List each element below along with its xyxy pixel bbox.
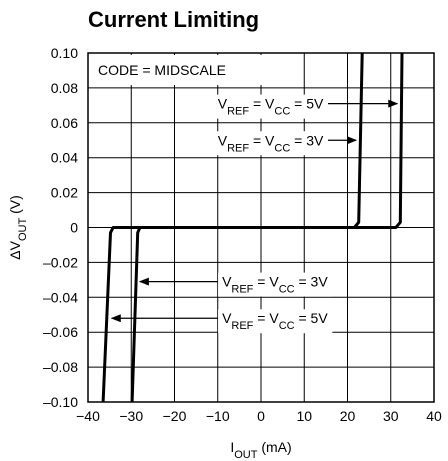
- annotation-part: V: [222, 274, 232, 290]
- y-tick-label: 0.04: [51, 150, 78, 166]
- annotation-background: [218, 272, 333, 297]
- y-tick-label: –0.10: [43, 394, 78, 410]
- y-tick-label: 0: [70, 220, 78, 236]
- chart-title: Current Limiting: [88, 7, 259, 32]
- y-axis-label: ΔVOUT (V): [7, 195, 29, 260]
- x-tick-label: −30: [119, 408, 143, 424]
- y-tick-label: –0.08: [43, 359, 78, 375]
- x-tick-label: 20: [340, 408, 356, 424]
- plot-frame: [87, 52, 435, 403]
- x-tick-label: 30: [383, 408, 399, 424]
- x-axis-label-part: I: [230, 439, 234, 455]
- annotation-part: = 3V: [295, 274, 329, 290]
- annotation-part: = V: [253, 274, 279, 290]
- annotation-background: [213, 94, 329, 119]
- series-line-3v: [130, 52, 364, 403]
- annotation-part: REF: [227, 106, 249, 118]
- annotation-label: VREF = VCC = 3V: [222, 274, 328, 296]
- annotation-part: = V: [249, 96, 275, 112]
- annotation-label: VREF = VCC = 5V: [218, 96, 324, 118]
- annotation-label: VREF = VCC = 5V: [222, 310, 328, 332]
- annotation-part: REF: [231, 320, 253, 332]
- annotation-part: = 5V: [295, 310, 329, 326]
- x-tick-label: −40: [76, 408, 100, 424]
- annotation-part: = 5V: [290, 96, 324, 112]
- y-tick-label: –0.04: [43, 289, 78, 305]
- annotation-background: [218, 309, 333, 334]
- annotation-part: V: [222, 310, 232, 326]
- annotation-label: VREF = VCC = 3V: [218, 132, 324, 154]
- x-tick-label: 40: [426, 408, 442, 424]
- annotation-part: REF: [231, 284, 253, 296]
- y-axis-label-part: OUT: [17, 218, 29, 242]
- annotation-part: V: [218, 96, 228, 112]
- annotation-background: [213, 131, 329, 156]
- annotation-part: CC: [279, 320, 295, 332]
- annotation-part: REF: [227, 142, 249, 154]
- x-tick-label: −20: [163, 408, 187, 424]
- code-label-background: [90, 55, 266, 85]
- annotation-part: CC: [274, 106, 290, 118]
- code-label: CODE = MIDSCALE: [98, 62, 226, 78]
- y-tick-label: 0.06: [51, 115, 78, 131]
- annotation-part: = V: [249, 132, 275, 148]
- y-axis-label-part: (V): [7, 195, 23, 218]
- annotation-part: V: [218, 132, 228, 148]
- y-axis-label-part: ΔV: [7, 240, 23, 259]
- y-tick-label: 0.10: [51, 45, 78, 61]
- axes-text: −40 −30 −20 −10 0 10 20 30 40 0.10 0.08 0.06 0.04 0.0…: [7, 45, 442, 461]
- x-axis-label-part: OUT: [234, 449, 258, 461]
- y-tick-label: 0.08: [51, 80, 78, 96]
- y-tick-label: –0.02: [43, 254, 78, 270]
- annotation-part: = 3V: [290, 132, 324, 148]
- y-tick-label: –0.06: [43, 324, 78, 340]
- x-tick-label: −10: [206, 408, 230, 424]
- x-axis-label: IOUT (mA): [230, 439, 291, 461]
- x-tick-label: 10: [296, 408, 312, 424]
- annotation-part: = V: [253, 310, 279, 326]
- x-axis-label-part: (mA): [257, 439, 291, 455]
- x-tick-label: 0: [257, 408, 265, 424]
- series-group: [101, 52, 404, 403]
- annotation-part: CC: [279, 284, 295, 296]
- y-tick-label: 0.02: [51, 185, 78, 201]
- annotation-part: CC: [274, 142, 290, 154]
